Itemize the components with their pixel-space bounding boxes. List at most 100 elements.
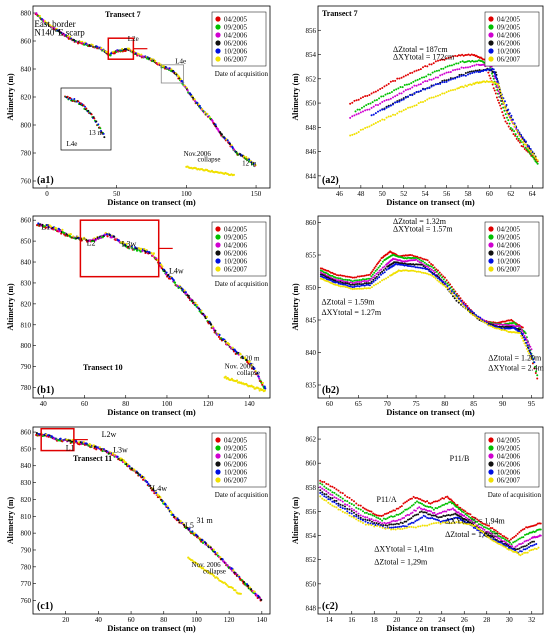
point-04-2006 xyxy=(454,509,457,512)
point-04-2005 xyxy=(464,53,467,56)
point-10-2006 xyxy=(419,266,422,269)
point-04-2005 xyxy=(373,513,376,516)
point-04-2006 xyxy=(159,265,162,268)
point-06-2007 xyxy=(510,549,513,552)
point-06-2006 xyxy=(464,71,467,74)
point-04-2005 xyxy=(382,514,385,517)
point-06-2007 xyxy=(376,524,379,527)
point-06-2007 xyxy=(362,128,364,131)
point-04-2005 xyxy=(500,107,503,110)
point-06-2007 xyxy=(426,524,429,527)
point-10-2006 xyxy=(494,73,496,76)
point-06-2006 xyxy=(349,283,352,286)
point-04-2005 xyxy=(498,101,501,104)
point-04-2006 xyxy=(430,510,433,513)
point-04-2005 xyxy=(142,478,145,481)
point-04-2006 xyxy=(434,76,437,79)
point-09-2005 xyxy=(464,61,467,64)
data-points xyxy=(34,12,257,177)
point-10-2006 xyxy=(337,504,340,507)
x-tick-label: 60 xyxy=(128,616,136,624)
point-04-2005 xyxy=(469,54,472,57)
x-axis-label: Distance on transect (m) xyxy=(386,197,475,207)
point-06-2007 xyxy=(428,97,431,100)
point-06-2007 xyxy=(140,247,143,250)
inset-point xyxy=(100,129,102,132)
point-06-2007 xyxy=(447,90,450,93)
point-06-2007 xyxy=(457,520,460,523)
point-10-2006 xyxy=(213,550,217,554)
point-04-2006 xyxy=(418,261,421,264)
point-10-2006 xyxy=(392,526,395,529)
point-04-2005 xyxy=(377,89,379,92)
point-10-2006 xyxy=(383,271,386,274)
point-06-2006 xyxy=(371,520,373,523)
point-04-2006 xyxy=(411,511,414,514)
annotation: Nov. 2006 xyxy=(192,561,222,569)
point-04-2006 xyxy=(426,80,429,83)
point-09-2005 xyxy=(522,536,525,539)
point-09-2005 xyxy=(415,256,418,259)
point-06-2006 xyxy=(346,282,349,285)
point-09-2005 xyxy=(321,483,324,486)
annotation: L4e xyxy=(66,140,77,148)
point-09-2005 xyxy=(517,137,520,140)
point-04-2006 xyxy=(443,72,446,75)
point-06-2007 xyxy=(528,549,531,552)
point-06-2006 xyxy=(113,235,116,238)
point-10-2006 xyxy=(438,278,441,281)
point-10-2006 xyxy=(346,510,349,513)
point-06-2007 xyxy=(364,126,367,129)
point-06-2007 xyxy=(323,499,326,502)
point-04-2005 xyxy=(378,514,381,517)
point-10-2006 xyxy=(419,89,422,92)
point-04-2006 xyxy=(324,273,327,276)
point-06-2007 xyxy=(493,540,496,543)
point-04-2006 xyxy=(380,268,383,271)
point-10-2006 xyxy=(356,285,359,288)
inset-point xyxy=(103,136,106,139)
legend-marker xyxy=(488,461,494,467)
point-04-2006 xyxy=(495,84,498,87)
point-04-2005 xyxy=(506,537,509,540)
legend-title: Date of acquisition xyxy=(215,280,269,288)
point-06-2007 xyxy=(488,536,490,539)
point-04-2005 xyxy=(351,276,354,279)
point-04-2005 xyxy=(409,497,412,500)
point-04-2005 xyxy=(349,276,352,279)
inset-point xyxy=(82,104,85,107)
point-09-2005 xyxy=(327,273,330,276)
point-09-2005 xyxy=(434,506,437,509)
panel-label: (b1) xyxy=(37,385,54,396)
inset-point xyxy=(90,113,93,116)
point-10-2006 xyxy=(471,310,474,313)
point-09-2005 xyxy=(467,515,470,518)
point-06-2006 xyxy=(375,522,378,525)
point-06-2007 xyxy=(523,551,526,554)
inset-point xyxy=(70,98,73,101)
point-10-2006 xyxy=(493,538,496,541)
point-04-2006 xyxy=(379,521,382,524)
point-09-2005 xyxy=(488,527,490,530)
point-06-2007 xyxy=(524,344,527,347)
x-axis-label: Distance on transect (m) xyxy=(386,623,475,633)
point-10-2006 xyxy=(430,85,433,88)
point-10-2006 xyxy=(416,519,418,522)
point-06-2007 xyxy=(503,105,506,108)
point-10-2006 xyxy=(423,267,426,270)
point-06-2007 xyxy=(355,132,358,135)
point-10-2006 xyxy=(439,520,442,523)
point-06-2007 xyxy=(407,106,409,109)
point-10-2006 xyxy=(402,525,405,528)
point-04-2005 xyxy=(489,77,492,80)
point-09-2005 xyxy=(442,67,445,70)
point-06-2007 xyxy=(228,343,231,346)
point-04-2005 xyxy=(336,274,339,277)
point-04-2005 xyxy=(396,77,399,80)
y-tick-label: 845 xyxy=(306,317,317,325)
point-06-2007 xyxy=(484,321,487,324)
point-04-2005 xyxy=(424,500,427,503)
point-06-2007 xyxy=(191,559,194,562)
point-06-2007 xyxy=(439,522,442,525)
point-09-2005 xyxy=(360,278,363,281)
